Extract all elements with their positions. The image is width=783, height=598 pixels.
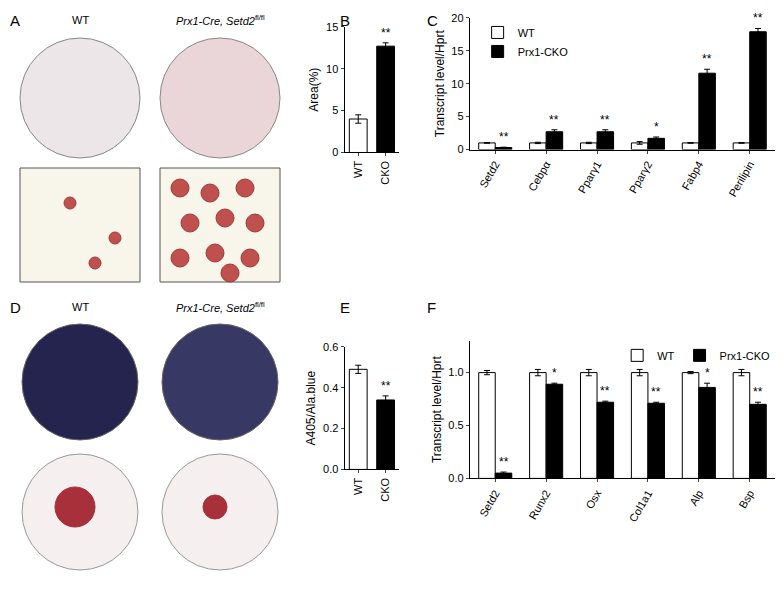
svg-text:Pparγ1: Pparγ1 <box>576 159 604 195</box>
svg-text:Prx1-CKO: Prx1-CKO <box>518 46 569 58</box>
svg-text:F: F <box>427 299 436 316</box>
svg-text:B: B <box>340 12 350 29</box>
svg-text:15: 15 <box>451 45 463 57</box>
svg-text:E: E <box>340 299 350 316</box>
svg-text:Setd2: Setd2 <box>477 488 502 519</box>
svg-text:5: 5 <box>332 104 338 116</box>
svg-text:0.4: 0.4 <box>323 382 338 394</box>
svg-text:20: 20 <box>451 12 463 24</box>
svg-text:*: * <box>654 120 659 134</box>
svg-text:WT: WT <box>72 14 89 26</box>
svg-text:1.0: 1.0 <box>448 366 463 378</box>
svg-text:*: * <box>705 366 710 380</box>
svg-text:WT: WT <box>352 478 364 495</box>
svg-text:Cebpα: Cebpα <box>526 158 553 193</box>
svg-text:0: 0 <box>332 146 338 158</box>
svg-text:Prx1-CKO: Prx1-CKO <box>720 350 771 362</box>
svg-text:CKO: CKO <box>379 477 391 501</box>
svg-text:**: ** <box>381 26 391 40</box>
svg-text:*: * <box>552 366 557 380</box>
svg-text:CKO: CKO <box>379 160 391 184</box>
svg-text:**: ** <box>753 11 763 25</box>
svg-text:**: ** <box>600 384 610 398</box>
svg-text:WT: WT <box>518 27 535 39</box>
svg-text:Perilipin: Perilipin <box>726 159 756 199</box>
svg-text:WT: WT <box>72 301 89 313</box>
svg-text:0.2: 0.2 <box>323 422 338 434</box>
svg-text:**: ** <box>702 52 712 66</box>
svg-text:**: ** <box>549 113 559 127</box>
svg-text:WT: WT <box>352 161 364 178</box>
svg-text:A405/Ala.blue: A405/Ala.blue <box>304 370 318 445</box>
svg-text:**: ** <box>499 455 509 469</box>
svg-text:10: 10 <box>451 78 463 90</box>
svg-text:**: ** <box>600 113 610 127</box>
svg-text:Prx1-Cre, Setd2​fl/fl​: Prx1-Cre, Setd2​fl/fl​ <box>176 300 265 314</box>
svg-text:C: C <box>427 12 438 29</box>
svg-text:WT: WT <box>657 350 674 362</box>
svg-text:0.0: 0.0 <box>323 463 338 475</box>
svg-text:5: 5 <box>457 110 463 122</box>
svg-text:Col1a1: Col1a1 <box>627 488 655 524</box>
svg-text:Transcript level/Hprt: Transcript level/Hprt <box>433 30 447 138</box>
svg-text:Area(%): Area(%) <box>307 68 321 112</box>
svg-text:**: ** <box>753 385 763 399</box>
svg-text:Alp: Alp <box>687 488 705 508</box>
svg-text:Pparγ2: Pparγ2 <box>627 159 655 195</box>
svg-text:Fabp4: Fabp4 <box>679 159 705 192</box>
svg-text:0.0: 0.0 <box>448 472 463 484</box>
svg-text:A: A <box>10 12 20 29</box>
svg-text:**: ** <box>381 379 391 393</box>
svg-text:**: ** <box>499 130 509 144</box>
svg-text:Transcript level/Hprt: Transcript level/Hprt <box>430 356 444 464</box>
svg-text:**: ** <box>651 385 661 399</box>
svg-text:Prx1-Cre, Setd2​fl/fl​: Prx1-Cre, Setd2​fl/fl​ <box>176 13 265 27</box>
svg-text:Runx2: Runx2 <box>526 488 552 522</box>
svg-text:0: 0 <box>457 143 463 155</box>
svg-text:Setd2: Setd2 <box>477 159 502 190</box>
svg-text:Bsp: Bsp <box>736 488 756 510</box>
svg-text:Osx: Osx <box>583 487 603 510</box>
svg-text:0.5: 0.5 <box>448 419 463 431</box>
svg-text:10: 10 <box>326 63 338 75</box>
svg-text:15: 15 <box>326 21 338 33</box>
svg-text:D: D <box>10 299 21 316</box>
svg-text:0.6: 0.6 <box>323 341 338 353</box>
